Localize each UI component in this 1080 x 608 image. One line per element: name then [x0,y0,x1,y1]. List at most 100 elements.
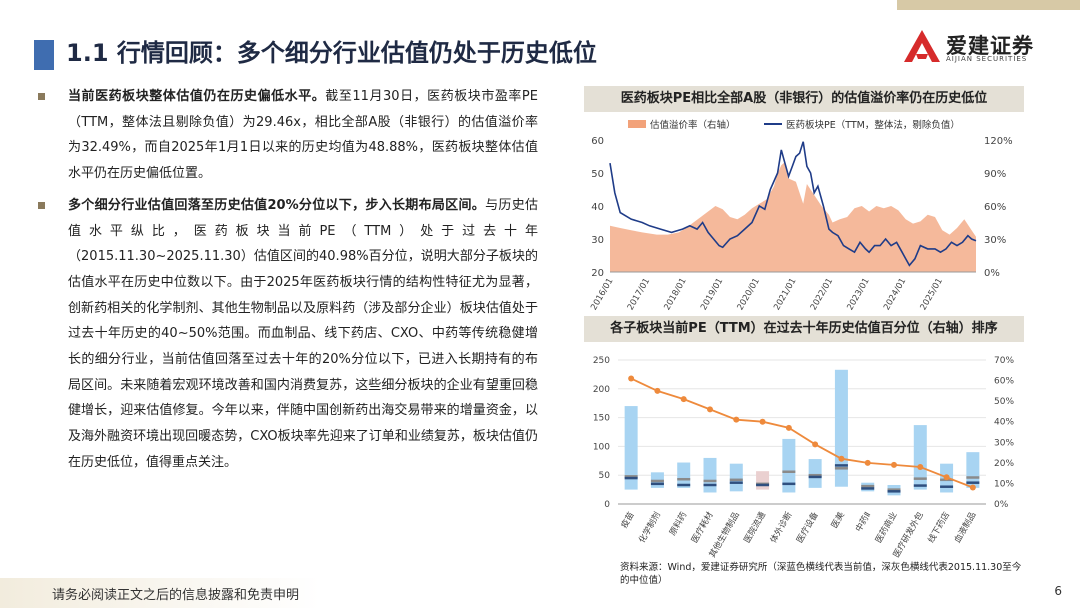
right-tick-label: 20% [994,459,1014,469]
percentile-point [812,441,819,448]
left-tick-label: 40 [591,202,604,213]
percentile-point [864,459,871,466]
brand-logo: 爱建证券 AIJIAN SECURITIES [902,28,1052,68]
x-tick-label: 2018/01 [662,277,688,313]
left-tick-label: 50 [599,471,611,481]
footer-disclaimer: 请务必阅读正文之后的信息披露和免责申明 [52,588,300,603]
x-tick-label: 2016/01 [589,277,615,313]
category-label: 疫苗 [619,510,637,531]
pe-range-bar [808,459,822,488]
category-label: 化学制剂 [636,510,663,545]
category-label: 血液制品 [952,510,979,545]
paragraph-2-heading: 多个细分行业估值回落至历史估值20%分位以下，步入长期布局区间。 [68,197,486,213]
right-tick-label: 10% [994,479,1014,489]
pe-range-bar [782,438,796,493]
right-tick-label: 50% [994,397,1014,407]
percentile-point [943,474,950,481]
pe-line [609,141,977,267]
percentile-point [759,418,766,425]
premium-area [610,162,976,272]
x-tick-label: 2024/01 [882,277,908,313]
percentile-line [630,377,974,489]
percentile-point [969,484,976,491]
logo-name: 爱建证券 [946,34,1034,58]
footer-band [0,578,320,608]
left-tick-label: 150 [593,414,610,424]
pe-premium-chart: 估值溢价率（右轴） 医药板块PE（TTM，整体法，剔除负值） 20 30 40 50 60 0… [589,119,1013,313]
percentile-point [628,375,635,382]
x-tick-label: 2017/01 [626,277,652,313]
left-tick-label: 20 [591,268,604,279]
chart1-title: 医药板块PE相比全部A股（非银行）的估值溢价率仍在历史低位 [584,86,1024,112]
left-tick-label: 0 [604,500,610,510]
category-label: 医疗设备 [794,510,821,545]
legend-label-pe: 医药板块PE（TTM，整体法，剔除负值） [786,119,960,131]
left-tick-label: 250 [593,356,610,366]
percentile-point [785,424,792,431]
right-tick-label: 60% [994,377,1014,387]
pe-range-bar [703,457,717,493]
pe-range-bar [756,471,770,490]
paragraph-1-body: 截至11月30日，医药板块市盈率PE（TTM，整体法且剔除负值）为29.46x，… [68,89,538,182]
category-label: 医美 [829,510,847,531]
right-tick-label: 30% [994,438,1014,448]
legend-swatch-premium [628,120,646,128]
left-tick-label: 100 [593,442,610,452]
category-label: 医疗耗材 [689,510,716,545]
left-tick-label: 60 [591,136,604,147]
right-tick-label: 30% [984,235,1006,246]
category-label: 体外诊断 [768,510,795,545]
x-tick-label: 2022/01 [809,277,835,313]
right-tick-label: 60% [984,202,1006,213]
subsector-percentile-chart: 0 50 100 150 200 250 0% 10% 20% 30% 40% 50% 60% 70% 疫苗… [593,356,1015,560]
paragraph-2: 多个细分行业估值回落至历史估值20%分位以下，步入长期布局区间。与历史估值水平纵… [38,193,538,476]
right-tick-label: 90% [984,169,1006,180]
percentile-point [891,461,897,468]
x-tick-label: 2025/01 [919,277,945,313]
left-tick-label: 200 [593,385,610,395]
bullet-square-icon [38,201,45,209]
percentile-point [680,396,687,403]
bullet-square-icon [38,93,45,100]
pe-range-bar [913,425,927,490]
paragraph-2-body: 与历史估值水平纵比，医药板块当前PE（TTM）处于过去十年（2015.11.30… [68,197,538,470]
logo-subtitle: AIJIAN SECURITIES [946,55,1028,63]
right-tick-label: 0% [984,268,1000,279]
top-accent-bar [897,0,1080,10]
right-tick-label: 40% [994,418,1014,428]
page-title: 1.1 行情回顾：多个细分行业估值仍处于历史低位 [66,39,597,67]
percentile-point [707,406,713,413]
pe-range-bar [729,463,743,492]
text-column: 当前医药板块整体估值仍在历史偏低水平。截至11月30日，医药板块市盈率PE（TT… [38,84,538,482]
logo-mark-icon [904,30,940,62]
pe-range-bar [966,452,980,488]
percentile-point [838,455,845,462]
footer: 请务必阅读正文之后的信息披露和免责申明 6 [0,578,1080,608]
paragraph-1-heading: 当前医药板块整体估值仍在历史偏低水平。 [68,89,326,104]
percentile-point [917,463,924,470]
category-label: 线下药店 [926,510,953,545]
pe-range-bar [624,406,638,490]
x-tick-label: 2020/01 [736,277,762,313]
category-label: 医院流通 [742,510,769,545]
page-number: 6 [1054,584,1062,598]
legend-label-premium: 估值溢价率（右轴） [650,119,736,131]
x-tick-label: 2019/01 [699,277,725,313]
percentile-point [733,416,740,423]
x-tick-label: 2021/01 [772,277,798,313]
right-tick-label: 0% [994,500,1009,510]
percentile-point [654,387,661,394]
category-label: 中药Ⅱ [853,510,873,534]
chart2-title: 各子板块当前PE（TTM）在过去十年历史估值百分位（右轴）排序 [584,316,1024,342]
category-label: 医药商业 [873,510,900,545]
category-label: 原料药 [667,510,689,538]
source-note: 资料来源：Wind，爱建证券研究所（深蓝色横线代表当前值，深灰色横线代表2015… [620,562,1022,586]
pe-range-bar [677,462,691,488]
title-accent-block [34,40,54,70]
paragraph-1: 当前医药板块整体估值仍在历史偏低水平。截至11月30日，医药板块市盈率PE（TT… [38,84,538,187]
x-tick-label: 2023/01 [845,277,871,313]
right-tick-label: 120% [984,136,1013,147]
right-tick-label: 70% [994,356,1014,366]
left-tick-label: 30 [591,235,604,246]
left-tick-label: 50 [591,169,604,180]
